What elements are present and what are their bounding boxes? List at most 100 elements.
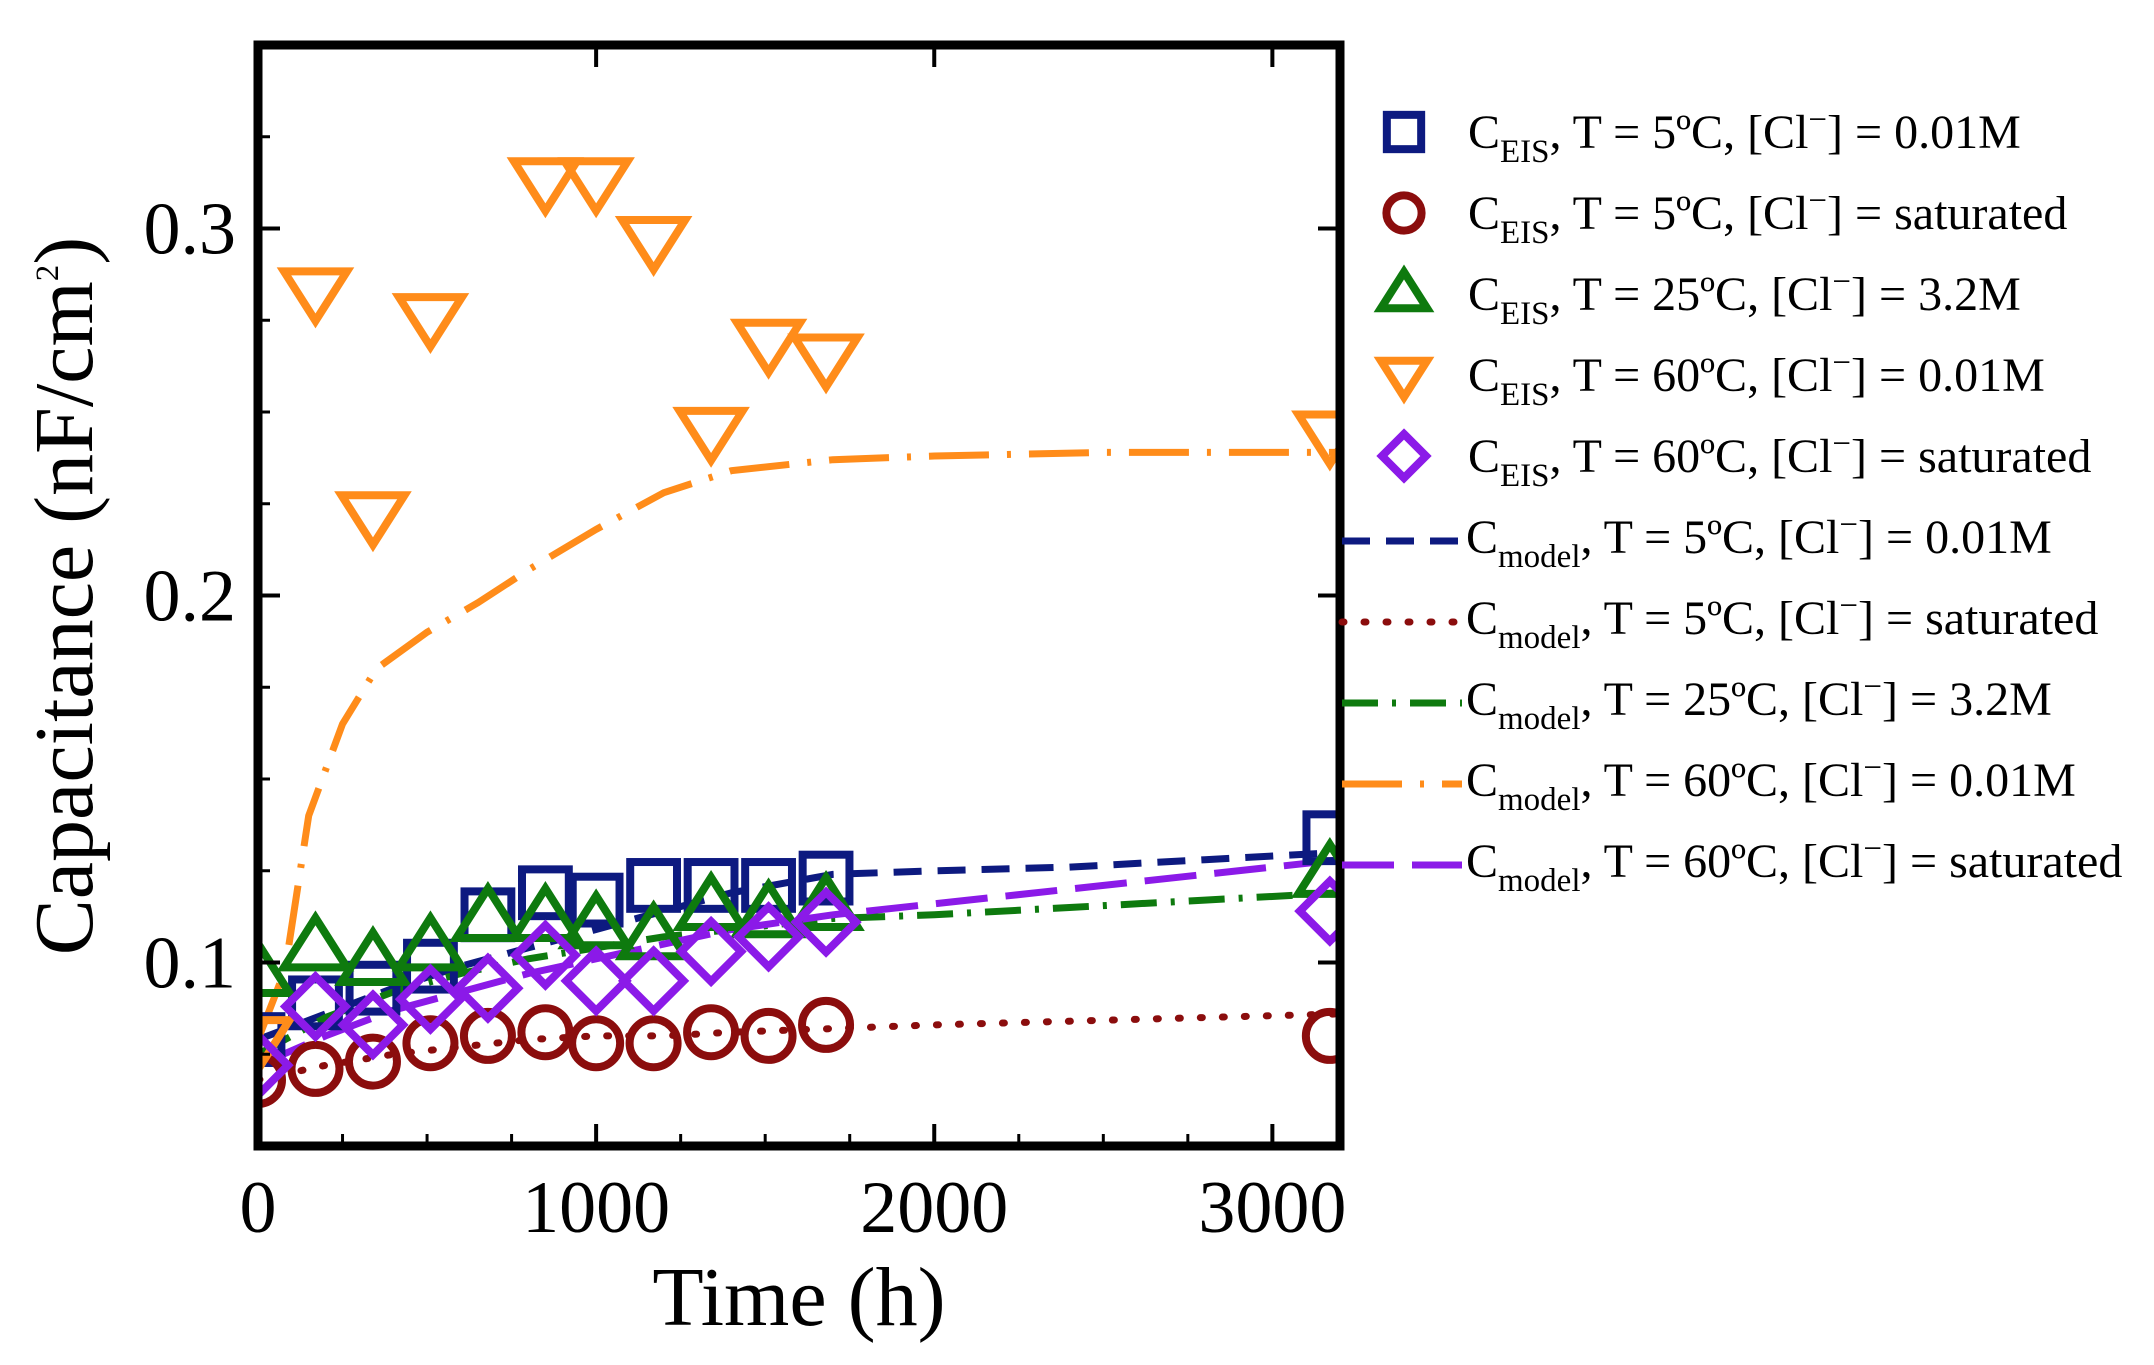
data-point <box>557 157 635 219</box>
data-layer <box>258 157 1340 1108</box>
legend-label: Cmodel, T = 60ºC, [Cl−] = 0.01M <box>1466 750 2076 818</box>
legend-label-part: C <box>1466 592 1498 645</box>
legend-label-part: ] = saturated <box>1851 430 2091 483</box>
data-point <box>740 1007 797 1064</box>
data-point <box>394 963 467 1035</box>
data-point <box>617 945 690 1017</box>
data-point <box>625 1015 682 1072</box>
legend-label-part: − <box>1863 831 1882 867</box>
data-point <box>276 267 355 329</box>
legend-label-part: C <box>1466 673 1498 726</box>
legend-label-part: ] = saturated <box>1882 835 2122 888</box>
legend-label-part: C <box>1468 187 1500 240</box>
legend-label-part: C <box>1468 106 1500 159</box>
legend-label: CEIS, T = 5ºC, [Cl−] = saturated <box>1468 183 2067 251</box>
data-point <box>729 877 808 939</box>
legend-label-part: C <box>1466 835 1498 888</box>
series-line-8 <box>258 448 1340 1041</box>
legend-label: Cmodel, T = 5ºC, [Cl−] = 0.01M <box>1466 507 2052 575</box>
legend-symbol <box>1382 191 1426 235</box>
legend-label-part: model <box>1498 863 1580 899</box>
data-point <box>732 901 805 973</box>
data-point <box>683 858 739 913</box>
legend-label-part: EIS <box>1500 215 1550 251</box>
data-point <box>1294 875 1340 947</box>
data-point <box>279 970 352 1043</box>
legend-label-part: C <box>1466 754 1498 807</box>
legend-label-part: ] = 0.01M <box>1882 754 2076 807</box>
legend-label-part: , T = 60ºC, [Cl <box>1550 430 1833 483</box>
legend-label-part: C <box>1468 349 1500 402</box>
data-point <box>672 406 750 468</box>
data-point <box>729 318 808 380</box>
x-tick-label: 3000 <box>1198 1167 1346 1249</box>
data-point <box>1301 1007 1340 1064</box>
legend-label-part: model <box>1498 701 1580 737</box>
legend-item: Cmodel, T = 60ºC, [Cl−] = 0.01M <box>1342 750 2076 818</box>
legend-symbol <box>1376 428 1432 484</box>
data-point <box>344 1033 401 1090</box>
legend-item: Cmodel, T = 25ºC, [Cl−] = 3.2M <box>1342 669 2052 737</box>
legend-label-part: ] = 3.2M <box>1851 268 2021 321</box>
data-point <box>287 1040 344 1097</box>
data-point <box>1291 836 1340 898</box>
legend-label-part: − <box>1832 426 1851 462</box>
legend-item: Cmodel, T = 5ºC, [Cl−] = 0.01M <box>1342 507 2052 575</box>
y-axis-title: Capacitance (nF/cm2) <box>18 237 111 956</box>
x-tick-label: 2000 <box>860 1167 1008 1249</box>
y-tick-label: 0.2 <box>144 556 237 638</box>
legend-label-part: EIS <box>1500 296 1550 332</box>
data-point <box>391 293 470 355</box>
legend-label: Cmodel, T = 5ºC, [Cl−] = saturated <box>1466 588 2098 656</box>
legend-label-part: − <box>1808 183 1827 219</box>
x-tick-label: 1000 <box>522 1167 670 1249</box>
legend-label-part: , T = 60ºC, [Cl <box>1581 754 1864 807</box>
legend-label: Cmodel, T = 60ºC, [Cl−] = saturated <box>1466 831 2122 899</box>
data-point <box>568 872 624 928</box>
legend-label-part: − <box>1863 669 1882 705</box>
data-point <box>345 960 401 1016</box>
data-point <box>798 996 855 1053</box>
legend-label: CEIS, T = 25ºC, [Cl−] = 3.2M <box>1468 264 2021 332</box>
legend-label-part: , T = 5ºC, [Cl <box>1550 106 1809 159</box>
plot-area: 0 1000 2000 3000 0.1 0.2 0.3 <box>144 40 1346 1249</box>
legend-label-part: ] = saturated <box>1827 187 2067 240</box>
data-point <box>568 1015 625 1072</box>
legend-label-part: ] = 3.2M <box>1882 673 2052 726</box>
data-point <box>459 1007 516 1064</box>
y-tick-label: 0.3 <box>144 189 237 271</box>
series-markers-3 <box>258 157 1340 1078</box>
data-point <box>506 881 585 942</box>
data-point <box>258 1016 297 1078</box>
data-point <box>1291 410 1340 472</box>
data-point <box>258 1029 294 1101</box>
legend-label-part: , T = 60ºC, [Cl <box>1550 349 1833 402</box>
legend-label-part: EIS <box>1500 458 1550 494</box>
data-point <box>258 1051 286 1108</box>
data-point <box>258 936 297 998</box>
legend-label-part: , T = 25ºC, [Cl <box>1581 673 1864 726</box>
legend-label-part: ] = 0.01M <box>1827 106 2021 159</box>
data-point <box>790 886 862 958</box>
data-point <box>334 925 412 986</box>
data-point <box>452 952 524 1024</box>
legend-label-part: C <box>1468 430 1500 483</box>
legend-label-part: ] = 0.01M <box>1858 511 2052 564</box>
legend-item: Cmodel, T = 5ºC, [Cl−] = saturated <box>1338 588 2098 656</box>
legend-label-part: − <box>1863 750 1882 786</box>
data-point <box>675 915 747 988</box>
legend-label-part: − <box>1832 345 1851 381</box>
data-point <box>402 1015 459 1072</box>
legend-label: CEIS, T = 5ºC, [Cl−] = 0.01M <box>1468 102 2021 170</box>
legend-label: CEIS, T = 60ºC, [Cl−] = 0.01M <box>1468 345 2045 413</box>
legend-label-part: , T = 5ºC, [Cl <box>1581 592 1840 645</box>
legend-item: CEIS, T = 5ºC, [Cl−] = saturated <box>1382 183 2067 251</box>
legend-label-part: C <box>1468 268 1500 321</box>
data-point <box>334 491 412 553</box>
data-point <box>798 850 854 906</box>
axis-ticks: 0 1000 2000 3000 0.1 0.2 0.3 <box>144 45 1346 1249</box>
legend-label-part: − <box>1839 507 1858 543</box>
legend-symbol <box>1382 110 1426 154</box>
legend-symbol <box>1373 264 1435 313</box>
